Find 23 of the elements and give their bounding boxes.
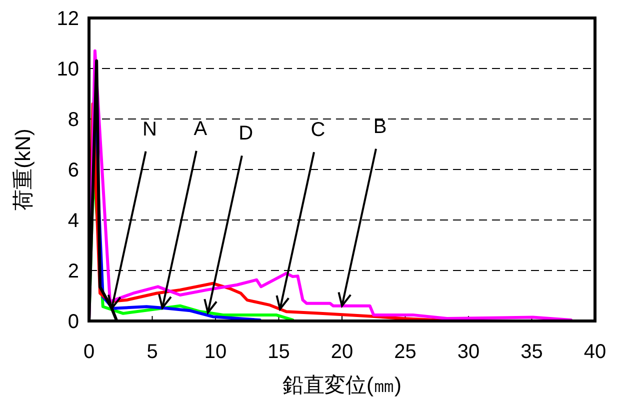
annotation: B bbox=[373, 116, 387, 138]
x-tick-label: 15 bbox=[268, 341, 290, 363]
x-tick-label: 10 bbox=[204, 341, 227, 363]
x-tick-label: 5 bbox=[146, 341, 158, 363]
x-tick-label: 30 bbox=[457, 341, 480, 363]
y-tick-label: 12 bbox=[56, 8, 79, 30]
y-tick-label: 4 bbox=[68, 210, 79, 232]
x-tick-label: 35 bbox=[520, 341, 543, 363]
annotation: C bbox=[310, 119, 326, 142]
y-tick-label: 0 bbox=[68, 311, 79, 333]
annotation: A bbox=[194, 118, 208, 140]
annotation: N bbox=[142, 118, 157, 140]
x-tick-label: 25 bbox=[394, 341, 416, 363]
y-tick-label: 2 bbox=[68, 260, 79, 282]
x-tick-label: 20 bbox=[330, 341, 354, 363]
x-tick-label: 40 bbox=[584, 341, 606, 363]
annotation: D bbox=[238, 122, 254, 145]
y-tick-label: 6 bbox=[68, 160, 79, 182]
x-tick-label: 0 bbox=[83, 341, 95, 363]
x-axis-title: 鉛直変位(㎜) bbox=[282, 374, 402, 397]
y-axis-title: 荷重(kN) bbox=[12, 128, 35, 210]
y-tick-label: 8 bbox=[68, 109, 79, 131]
y-tick-label: 10 bbox=[56, 58, 79, 80]
